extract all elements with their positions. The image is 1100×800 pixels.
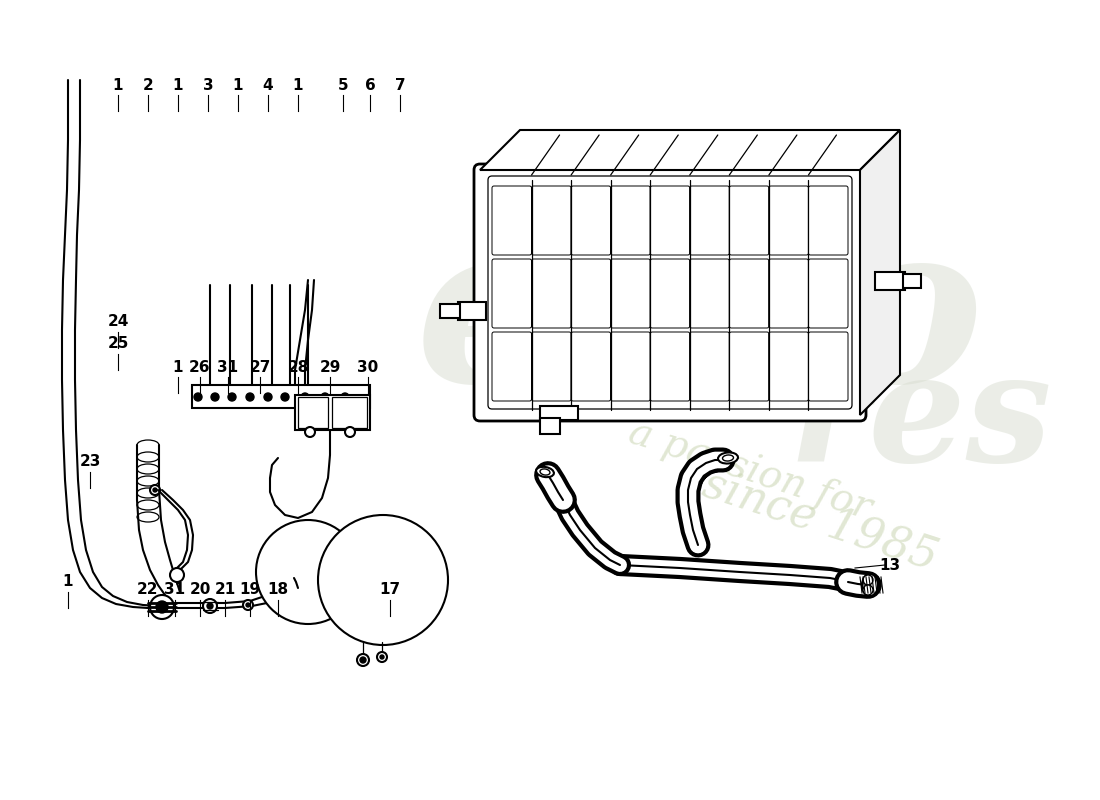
Text: 13: 13 bbox=[879, 558, 901, 573]
Circle shape bbox=[280, 393, 289, 401]
Circle shape bbox=[864, 575, 873, 585]
Text: 23: 23 bbox=[79, 454, 101, 470]
Circle shape bbox=[150, 595, 174, 619]
Ellipse shape bbox=[536, 467, 554, 477]
Circle shape bbox=[243, 600, 253, 610]
Bar bbox=[540, 406, 578, 420]
Circle shape bbox=[301, 393, 309, 401]
Circle shape bbox=[864, 585, 873, 595]
Text: 20: 20 bbox=[189, 582, 211, 598]
Circle shape bbox=[256, 520, 360, 624]
Text: 1: 1 bbox=[233, 78, 243, 93]
Bar bbox=[332, 397, 367, 428]
Circle shape bbox=[246, 603, 250, 607]
Circle shape bbox=[156, 601, 168, 613]
Circle shape bbox=[318, 515, 448, 645]
Circle shape bbox=[305, 427, 315, 437]
Circle shape bbox=[341, 393, 349, 401]
Text: res: res bbox=[789, 346, 1052, 494]
Text: 1: 1 bbox=[173, 359, 184, 374]
Text: 26: 26 bbox=[189, 359, 211, 374]
Text: 1: 1 bbox=[293, 78, 304, 93]
Text: 1: 1 bbox=[173, 78, 184, 93]
Text: 22: 22 bbox=[138, 582, 158, 598]
Circle shape bbox=[194, 393, 202, 401]
Bar bbox=[298, 397, 328, 428]
Circle shape bbox=[321, 393, 329, 401]
Text: euro: euro bbox=[416, 212, 984, 428]
Text: 25: 25 bbox=[108, 337, 129, 351]
Text: 18: 18 bbox=[267, 582, 288, 598]
Circle shape bbox=[170, 568, 184, 582]
Polygon shape bbox=[480, 130, 900, 170]
Text: 1: 1 bbox=[112, 78, 123, 93]
Bar bbox=[440, 304, 460, 318]
Text: 31: 31 bbox=[164, 582, 186, 598]
Circle shape bbox=[379, 655, 384, 659]
Text: 24: 24 bbox=[108, 314, 129, 330]
Text: 31: 31 bbox=[218, 359, 239, 374]
Bar bbox=[540, 418, 560, 434]
Bar bbox=[874, 272, 905, 290]
Text: 5: 5 bbox=[338, 78, 349, 93]
Text: since 1985: since 1985 bbox=[697, 462, 943, 578]
Circle shape bbox=[228, 393, 236, 401]
Text: 2: 2 bbox=[143, 78, 153, 93]
Circle shape bbox=[360, 657, 366, 663]
Ellipse shape bbox=[862, 574, 878, 596]
Circle shape bbox=[204, 599, 217, 613]
Circle shape bbox=[377, 652, 387, 662]
Bar bbox=[192, 385, 370, 408]
Ellipse shape bbox=[718, 453, 738, 463]
Text: 19: 19 bbox=[240, 582, 261, 598]
Bar bbox=[295, 395, 370, 430]
Polygon shape bbox=[860, 130, 900, 415]
Text: 28: 28 bbox=[287, 359, 309, 374]
Circle shape bbox=[150, 485, 160, 495]
Text: a passion for: a passion for bbox=[624, 413, 876, 527]
Text: 27: 27 bbox=[250, 359, 271, 374]
Text: 3: 3 bbox=[202, 78, 213, 93]
Circle shape bbox=[153, 488, 157, 492]
Circle shape bbox=[246, 393, 254, 401]
Text: 17: 17 bbox=[379, 582, 400, 598]
Text: 29: 29 bbox=[319, 359, 341, 374]
FancyBboxPatch shape bbox=[474, 164, 866, 421]
Circle shape bbox=[211, 393, 219, 401]
Text: 1: 1 bbox=[63, 574, 74, 590]
Text: 4: 4 bbox=[263, 78, 273, 93]
Circle shape bbox=[264, 393, 272, 401]
Text: 30: 30 bbox=[358, 359, 378, 374]
Text: 7: 7 bbox=[395, 78, 405, 93]
Bar bbox=[903, 274, 921, 288]
Bar bbox=[458, 302, 486, 320]
Circle shape bbox=[358, 654, 368, 666]
Text: 6: 6 bbox=[364, 78, 375, 93]
Text: 21: 21 bbox=[214, 582, 235, 598]
Circle shape bbox=[345, 427, 355, 437]
Circle shape bbox=[207, 603, 213, 609]
